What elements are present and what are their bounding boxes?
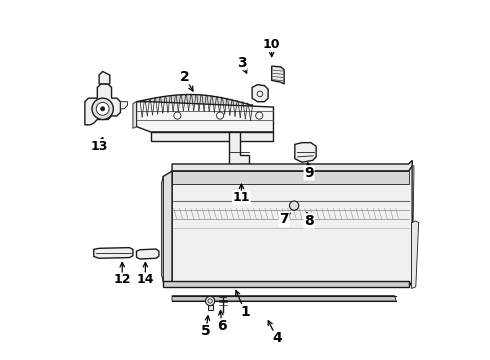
Polygon shape [208,305,213,310]
Polygon shape [305,189,325,204]
Polygon shape [163,282,409,287]
Text: 13: 13 [91,140,108,153]
Polygon shape [161,176,163,282]
Polygon shape [151,132,273,141]
Text: 1: 1 [240,305,250,319]
Circle shape [100,107,105,111]
Text: 4: 4 [272,331,282,345]
Polygon shape [133,102,137,129]
Circle shape [256,112,263,119]
Text: 11: 11 [233,191,250,204]
Text: 2: 2 [180,70,189,84]
Circle shape [174,112,181,119]
Polygon shape [137,102,273,132]
Text: 8: 8 [304,214,314,228]
Text: 5: 5 [201,324,211,338]
Polygon shape [172,171,409,184]
Circle shape [217,112,223,119]
Polygon shape [409,166,414,287]
Text: 6: 6 [217,319,227,333]
Text: 9: 9 [304,166,314,180]
Polygon shape [271,66,284,84]
Polygon shape [252,85,268,102]
Polygon shape [163,171,172,287]
Text: 3: 3 [237,55,246,69]
Polygon shape [172,296,396,301]
Circle shape [205,296,215,306]
Polygon shape [295,143,316,162]
Circle shape [96,103,109,115]
Polygon shape [99,72,110,84]
Text: 7: 7 [279,212,289,226]
Polygon shape [121,102,127,109]
Text: 14: 14 [137,273,154,286]
Polygon shape [94,248,133,258]
Text: 12: 12 [114,273,131,286]
Polygon shape [229,132,248,176]
Polygon shape [137,249,159,259]
Circle shape [92,98,113,120]
Circle shape [290,201,299,210]
Polygon shape [412,221,418,288]
Polygon shape [172,161,412,171]
Text: 10: 10 [263,38,280,51]
Polygon shape [85,84,121,125]
Polygon shape [172,166,412,287]
